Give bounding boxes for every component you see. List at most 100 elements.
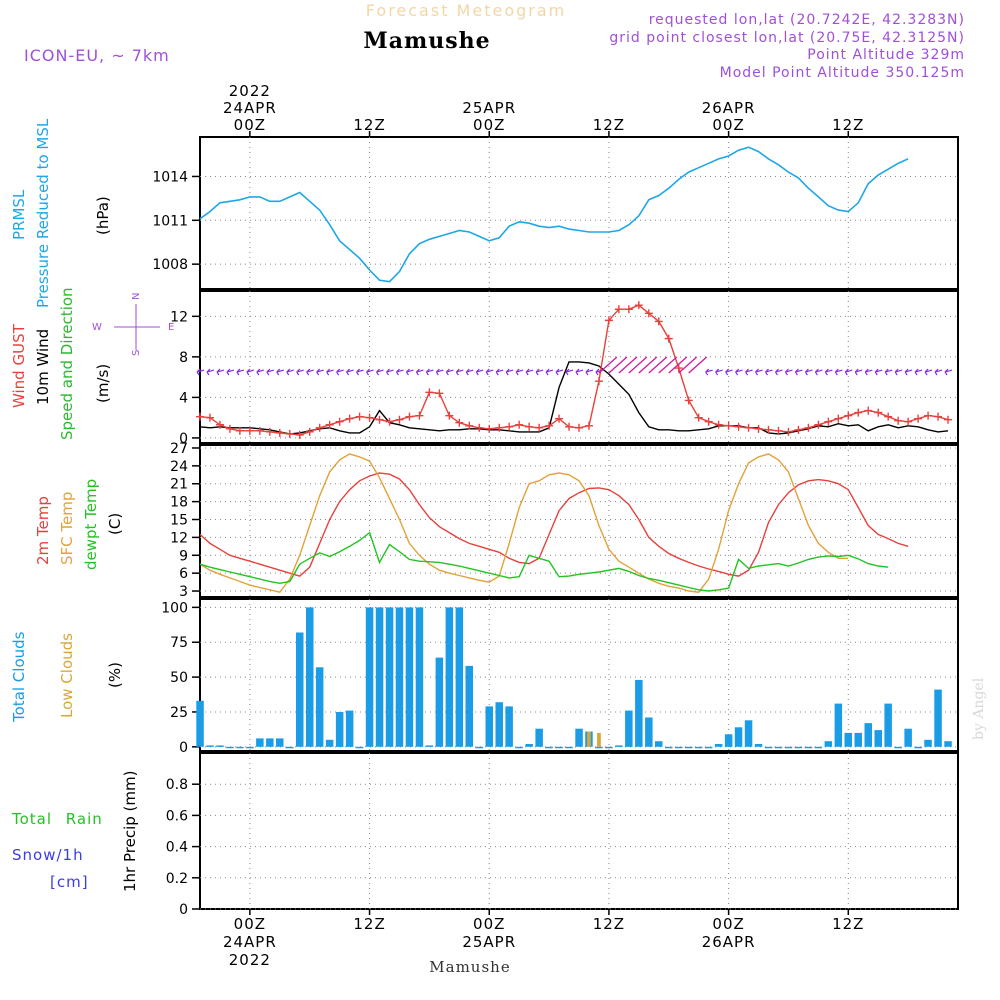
total-cloud-bar (784, 746, 793, 749)
wind-direction-arrow (395, 368, 404, 376)
gust-marker (215, 420, 224, 429)
gust-marker (305, 427, 314, 436)
compass-e: E (168, 322, 174, 333)
ylabel-speed-dir: Speed and Direction (58, 287, 76, 440)
total-cloud-bar (236, 746, 244, 749)
total-cloud-bar (276, 738, 284, 747)
gust-marker (395, 415, 404, 424)
total-cloud-bar (884, 703, 892, 747)
gust-marker (555, 414, 564, 423)
total-cloud-bar (535, 728, 543, 747)
wind-direction-arrow (405, 368, 414, 376)
total-cloud-bar (854, 732, 862, 747)
total-cloud-bar (565, 746, 573, 749)
gust-marker (565, 422, 574, 431)
dewpt-line (199, 531, 889, 592)
bottom-time-label: 00Z (473, 915, 505, 933)
gust-marker (525, 422, 534, 431)
gust-marker (485, 424, 494, 433)
total-cloud-bar (365, 607, 374, 747)
gust-marker (205, 413, 214, 422)
ytick-label: 12 (170, 530, 188, 546)
top-time-label: 25APR (462, 99, 516, 117)
gust-marker (455, 418, 464, 427)
top-time-label: 12Z (353, 116, 385, 134)
wind-direction-arrow (495, 368, 504, 376)
ytick-label: 0.4 (166, 840, 188, 856)
ytick-label: 6 (179, 566, 188, 582)
gust-marker (794, 425, 803, 434)
total-cloud-bar (824, 741, 833, 747)
gust-marker (874, 408, 883, 417)
wind10m-line (199, 361, 949, 435)
wind-direction-arrow (755, 368, 763, 376)
wind-direction-arrow (715, 368, 723, 376)
gust-marker (245, 426, 254, 435)
gust-marker (834, 414, 843, 423)
panel-frame-wind (199, 290, 959, 444)
wind-direction-arrow (475, 368, 484, 376)
top-time-label: 12Z (593, 116, 625, 134)
gust-marker (904, 417, 913, 426)
top-time-label: 2022 (229, 82, 271, 100)
ytick-label: 1014 (152, 169, 188, 185)
wind-direction-arrow (804, 368, 813, 376)
total-cloud-bar (914, 746, 922, 749)
bottom-time-label: 12Z (832, 915, 864, 933)
wind-direction-arrow (894, 368, 903, 376)
gust-marker (854, 408, 863, 417)
label-snow: Snow/1h (12, 846, 84, 864)
top-time-label: 00Z (473, 116, 505, 134)
wind-direction-arrow (934, 368, 943, 376)
wind-direction-arrow (745, 368, 753, 376)
wind-direction-arrow (415, 368, 424, 376)
wind-direction-arrow (688, 356, 708, 374)
total-cloud-bar (764, 746, 773, 749)
total-cloud-bar (754, 744, 763, 747)
gust-marker (764, 425, 773, 434)
wind-direction-arrow (864, 368, 873, 376)
wind-direction-arrow (515, 368, 524, 376)
ylabel-hpa: (hPa) (94, 196, 112, 235)
gust-line (199, 304, 949, 436)
total-cloud-bar (894, 746, 902, 749)
gust-marker (694, 413, 703, 422)
gust-marker (674, 364, 683, 373)
wind-direction-arrow (286, 368, 294, 376)
gust-marker (774, 426, 783, 435)
wind-direction-arrow (276, 368, 284, 376)
wind-direction-arrow (854, 368, 863, 376)
ytick-label: 27 (170, 441, 188, 457)
wind-direction-arrow (246, 368, 255, 376)
gust-marker (265, 427, 274, 436)
wind-direction-arrow (445, 368, 454, 376)
gust-marker (684, 396, 693, 405)
compass-s: S (131, 350, 142, 356)
wind-direction-arrow (206, 368, 215, 376)
wind-direction-arrow (608, 356, 628, 374)
ytick-label: 0 (179, 431, 188, 447)
wind-direction-arrow (794, 368, 803, 376)
total-cloud-bar (216, 745, 224, 747)
requested-coords: requested lon,lat (20.7242E, 42.3283N) (649, 12, 965, 28)
gust-marker (614, 305, 623, 314)
gust-marker (654, 317, 663, 326)
gust-marker (196, 412, 204, 421)
wind-direction-arrow (575, 368, 584, 376)
total-cloud-bar (744, 720, 753, 747)
total-cloud-bar (605, 746, 613, 749)
wind-direction-arrow (326, 368, 334, 376)
ylabel-pct: (%) (106, 662, 124, 688)
wind-direction-arrow (296, 368, 304, 376)
wind-direction-arrow (904, 368, 913, 376)
wind-direction-arrow (735, 368, 743, 376)
gust-marker (724, 421, 733, 430)
temp2m-line (199, 472, 909, 577)
total-cloud-bar (724, 734, 733, 747)
location-title: Mamushe (363, 28, 490, 54)
gust-marker (814, 420, 823, 429)
gust-marker (375, 415, 384, 424)
wind-direction-arrow (425, 368, 434, 376)
wind-direction-arrow (535, 368, 544, 376)
total-cloud-bar (435, 657, 444, 747)
